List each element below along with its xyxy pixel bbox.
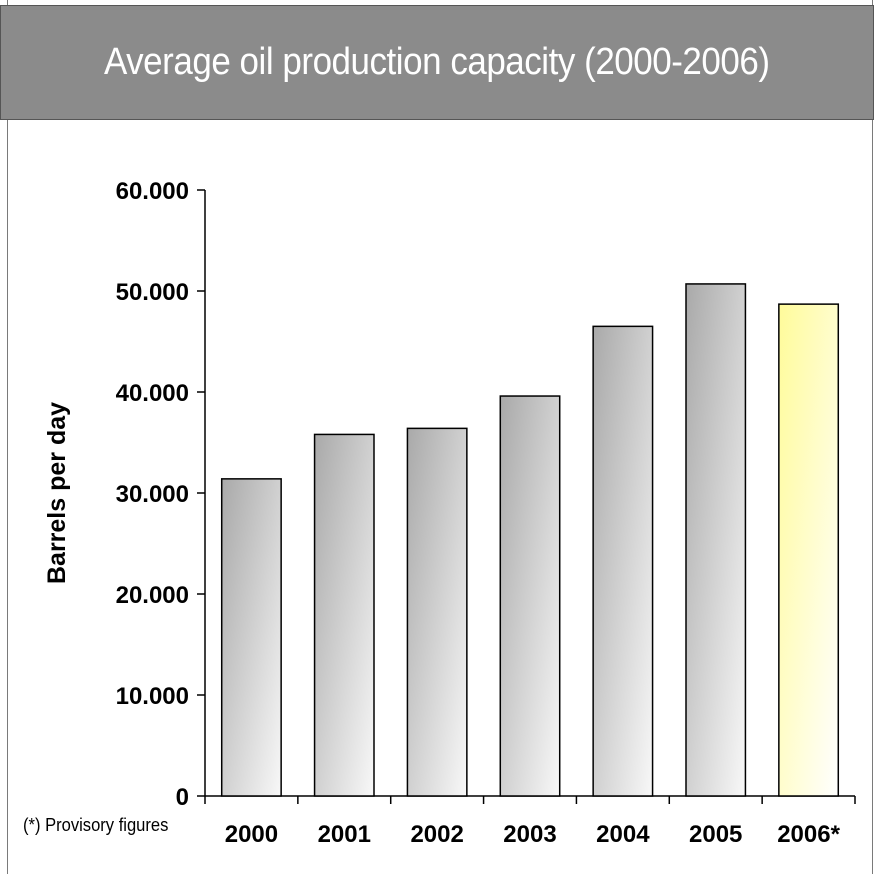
footnote: (*) Provisory figures [23,815,169,835]
x-tick-label: 2004 [596,821,650,848]
x-tick-label: 2003 [503,821,556,848]
y-tick-label: 60.000 [116,178,189,205]
y-tick-label: 10.000 [116,683,189,710]
y-tick-label: 0 [176,784,189,811]
y-axis-label: Barrels per day [43,402,71,584]
y-tick-label: 40.000 [116,380,189,407]
bar-2002 [406,427,468,797]
bar-2004 [592,325,654,797]
bar-2005 [685,283,747,797]
x-tick-label: 2005 [689,821,742,848]
y-tick-label: 20.000 [116,582,189,609]
bar-2000 [220,478,282,797]
bar-2001 [313,433,375,797]
chart-frame [7,0,873,874]
x-tick-label: 2002 [410,821,463,848]
bar-2003 [499,395,561,797]
x-tick-label: 2006* [777,821,840,848]
title-bar: Average oil production capacity (2000-20… [0,5,874,120]
y-axis: 0 10.000 20.000 30.000 40.000 50.000 60.000 [116,178,206,811]
x-tick-label: 2000 [225,821,278,848]
y-tick-label: 50.000 [116,279,189,306]
bars [220,283,840,797]
x-tick-label: 2001 [318,821,371,848]
y-tick-label: 30.000 [116,481,189,508]
bar-2006p [778,303,840,797]
x-axis: 2000 2001 2002 2003 2004 2005 2006* [204,795,856,848]
chart-title: Average oil production capacity (2000-20… [104,41,770,83]
